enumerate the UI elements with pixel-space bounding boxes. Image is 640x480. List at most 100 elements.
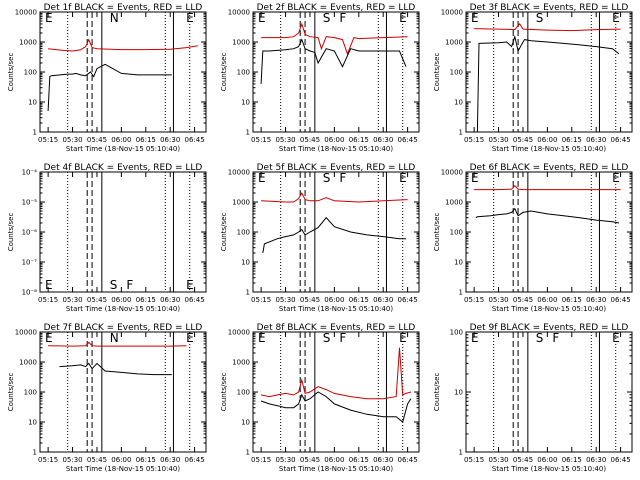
x-tick-label: 06:15 [349,296,369,304]
y-tick-label: 10000 [441,9,463,17]
y-tick-label: 1000 [232,39,250,47]
series-line-events [262,216,406,254]
x-tick-label: 06:30 [373,456,393,464]
x-tick-label: 06:00 [324,296,344,304]
y-tick-label: 10 [241,99,250,107]
x-tick-label: 06:00 [324,456,344,464]
x-axis-label: Start Time (18-Nov-15 05:10:40) [492,305,606,313]
y-tick-label: 1000 [19,359,37,367]
event-marker-label: F [339,11,346,25]
plot-frame [39,11,207,133]
event-marker-label: E [186,11,194,25]
x-tick-label: 05:45 [300,456,320,464]
x-tick-label: 05:45 [513,296,533,304]
panel-title: Det 5f BLACK = Events, RED = LLD [257,163,416,173]
x-tick-label: 05:15 [38,136,58,144]
x-tick-label: 06:45 [398,456,418,464]
y-tick-label: 10 [241,419,250,427]
series-line-lld [260,347,412,400]
plot-frame [252,331,420,453]
x-tick-label: 05:15 [464,136,484,144]
x-tick-label: 05:30 [62,296,82,304]
x-axis-label: Start Time (18-Nov-15 05:10:40) [279,305,393,313]
event-marker-label: S [323,171,331,185]
panel-6: Det 6f BLACK = Events, RED = LLD 1 10 100 10… [433,163,633,313]
x-tick-label: 05:30 [488,456,508,464]
x-tick-label: 05:30 [62,136,82,144]
plot-frame [465,331,633,453]
y-tick-label: 10 [28,99,37,107]
panel-title: Det 3f BLACK = Events, RED = LLD [470,3,629,13]
event-marker-label: F [339,331,346,345]
event-marker-label: F [126,278,133,292]
y-tick-label: 10000 [228,169,250,177]
x-tick-label: 05:45 [300,296,320,304]
series-line-events [260,391,412,423]
y-axis-label: Counts/sec [220,373,228,412]
panel-title: Det 8f BLACK = Events, RED = LLD [257,323,416,333]
panel-4: Det 4f BLACK = Events, RED = LLD 10⁻⁸ 10⁻⁷… [7,163,207,313]
event-marker-label: E [258,331,266,345]
x-tick-label: 06:30 [373,136,393,144]
x-axis-label: Start Time (18-Nov-15 05:10:40) [66,465,180,473]
panel-2: Det 2f BLACK = Events, RED = LLD 1 10 100 10… [220,3,420,153]
x-axis-label: Start Time (18-Nov-15 05:10:40) [279,465,393,473]
panel-5: Det 5f BLACK = Events, RED = LLD 1 10 100 10… [220,163,420,313]
x-tick-label: 06:15 [562,136,582,144]
x-tick-label: 05:45 [300,136,320,144]
event-marker-label: F [552,331,559,345]
y-tick-label: 1000 [445,39,463,47]
x-tick-label: 06:00 [111,136,131,144]
x-tick-label: 06:30 [160,456,180,464]
event-marker-label: E [258,11,266,25]
series-line-events [260,38,407,84]
event-marker-label: S [536,331,544,345]
x-tick-label: 06:30 [586,456,606,464]
y-tick-label: 10⁻⁶ [22,229,38,237]
y-tick-label: 1000 [232,199,250,207]
series-line-lld [48,38,198,52]
y-tick-label: 10 [241,259,250,267]
x-tick-label: 06:15 [349,136,369,144]
x-tick-label: 06:30 [373,296,393,304]
x-tick-label: 06:00 [537,296,557,304]
panel-9: Det 9f BLACK = Events, RED = LLD 1 10 100 05… [433,323,633,473]
x-tick-label: 05:45 [513,456,533,464]
x-tick-label: 06:45 [398,296,418,304]
event-marker-label: E [399,171,407,185]
event-marker-label: E [399,11,407,25]
x-tick-label: 06:30 [586,136,606,144]
x-tick-label: 05:15 [464,456,484,464]
event-marker-label: E [471,331,479,345]
y-tick-label: 100 [24,389,37,397]
panel-3: Det 3f BLACK = Events, RED = LLD 1 10 100 10… [433,3,633,153]
x-tick-label: 06:00 [537,456,557,464]
y-tick-label: 1 [33,449,37,457]
x-tick-label: 06:45 [611,296,631,304]
series-line-events [476,34,620,133]
x-tick-label: 06:45 [611,136,631,144]
y-tick-label: 10⁻⁴ [22,169,38,177]
series-line-lld [474,23,621,32]
x-tick-label: 06:45 [611,456,631,464]
x-tick-label: 05:15 [251,456,271,464]
y-tick-label: 10000 [441,169,463,177]
event-marker-label: E [471,11,479,25]
event-marker-label: E [258,171,266,185]
event-marker-label: E [471,171,479,185]
y-tick-label: 10 [454,99,463,107]
x-tick-label: 06:45 [185,456,205,464]
x-tick-label: 06:30 [160,296,180,304]
event-marker-label: S [323,331,331,345]
x-tick-label: 06:15 [562,296,582,304]
event-marker-label: F [339,171,346,185]
event-marker-label: S [536,11,544,25]
x-tick-label: 06:30 [160,136,180,144]
plot-frame [39,331,207,453]
series-line-lld [261,191,408,203]
plot-frame [252,171,420,293]
x-axis-label: Start Time (18-Nov-15 05:10:40) [492,465,606,473]
y-tick-label: 100 [237,229,250,237]
x-tick-label: 06:45 [185,136,205,144]
